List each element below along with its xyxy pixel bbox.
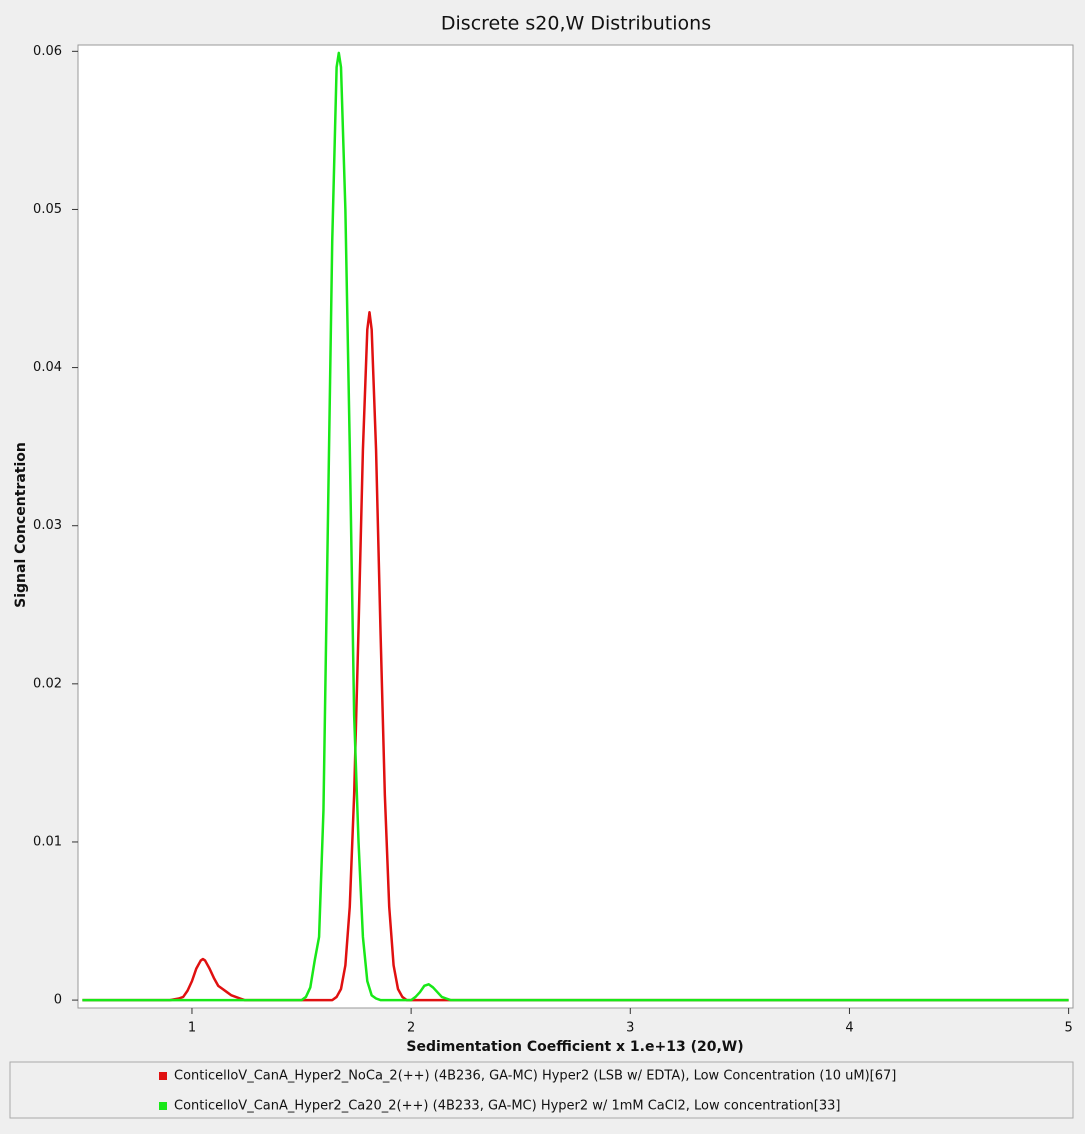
series-line bbox=[82, 310, 1069, 1002]
series-line bbox=[82, 51, 1069, 1002]
legend bbox=[9, 1061, 1074, 1119]
x-tick-label: 4 bbox=[845, 1021, 853, 1036]
y-axis-label: Signal Concentration bbox=[13, 442, 29, 608]
legend-label: ConticelloV_CanA_Hyper2_Ca20_2(++) (4B23… bbox=[174, 1099, 840, 1114]
y-tick-label: 0.02 bbox=[33, 676, 62, 691]
x-tick-label: 5 bbox=[1064, 1021, 1072, 1036]
y-tick-label: 0.05 bbox=[33, 202, 62, 217]
legend-label: ConticelloV_CanA_Hyper2_NoCa_2(++) (4B23… bbox=[174, 1069, 896, 1084]
x-tick-label: 2 bbox=[407, 1021, 415, 1036]
x-tick-label: 3 bbox=[626, 1021, 634, 1036]
x-tick-label: 1 bbox=[188, 1021, 196, 1036]
y-tick-label: 0.06 bbox=[33, 44, 62, 59]
y-tick-label: 0.01 bbox=[33, 834, 62, 849]
y-tick-label: 0.04 bbox=[33, 360, 62, 375]
legend-swatch bbox=[159, 1072, 167, 1080]
y-tick-label: 0 bbox=[54, 993, 62, 1008]
legend-swatch bbox=[159, 1102, 167, 1110]
plot-area bbox=[77, 44, 1074, 1009]
y-tick-label: 0.03 bbox=[33, 518, 62, 533]
x-axis-label: Sedimentation Coefficient x 1.e+13 (20,W… bbox=[406, 1039, 743, 1055]
chart-title: Discrete s20,W Distributions bbox=[441, 13, 711, 35]
